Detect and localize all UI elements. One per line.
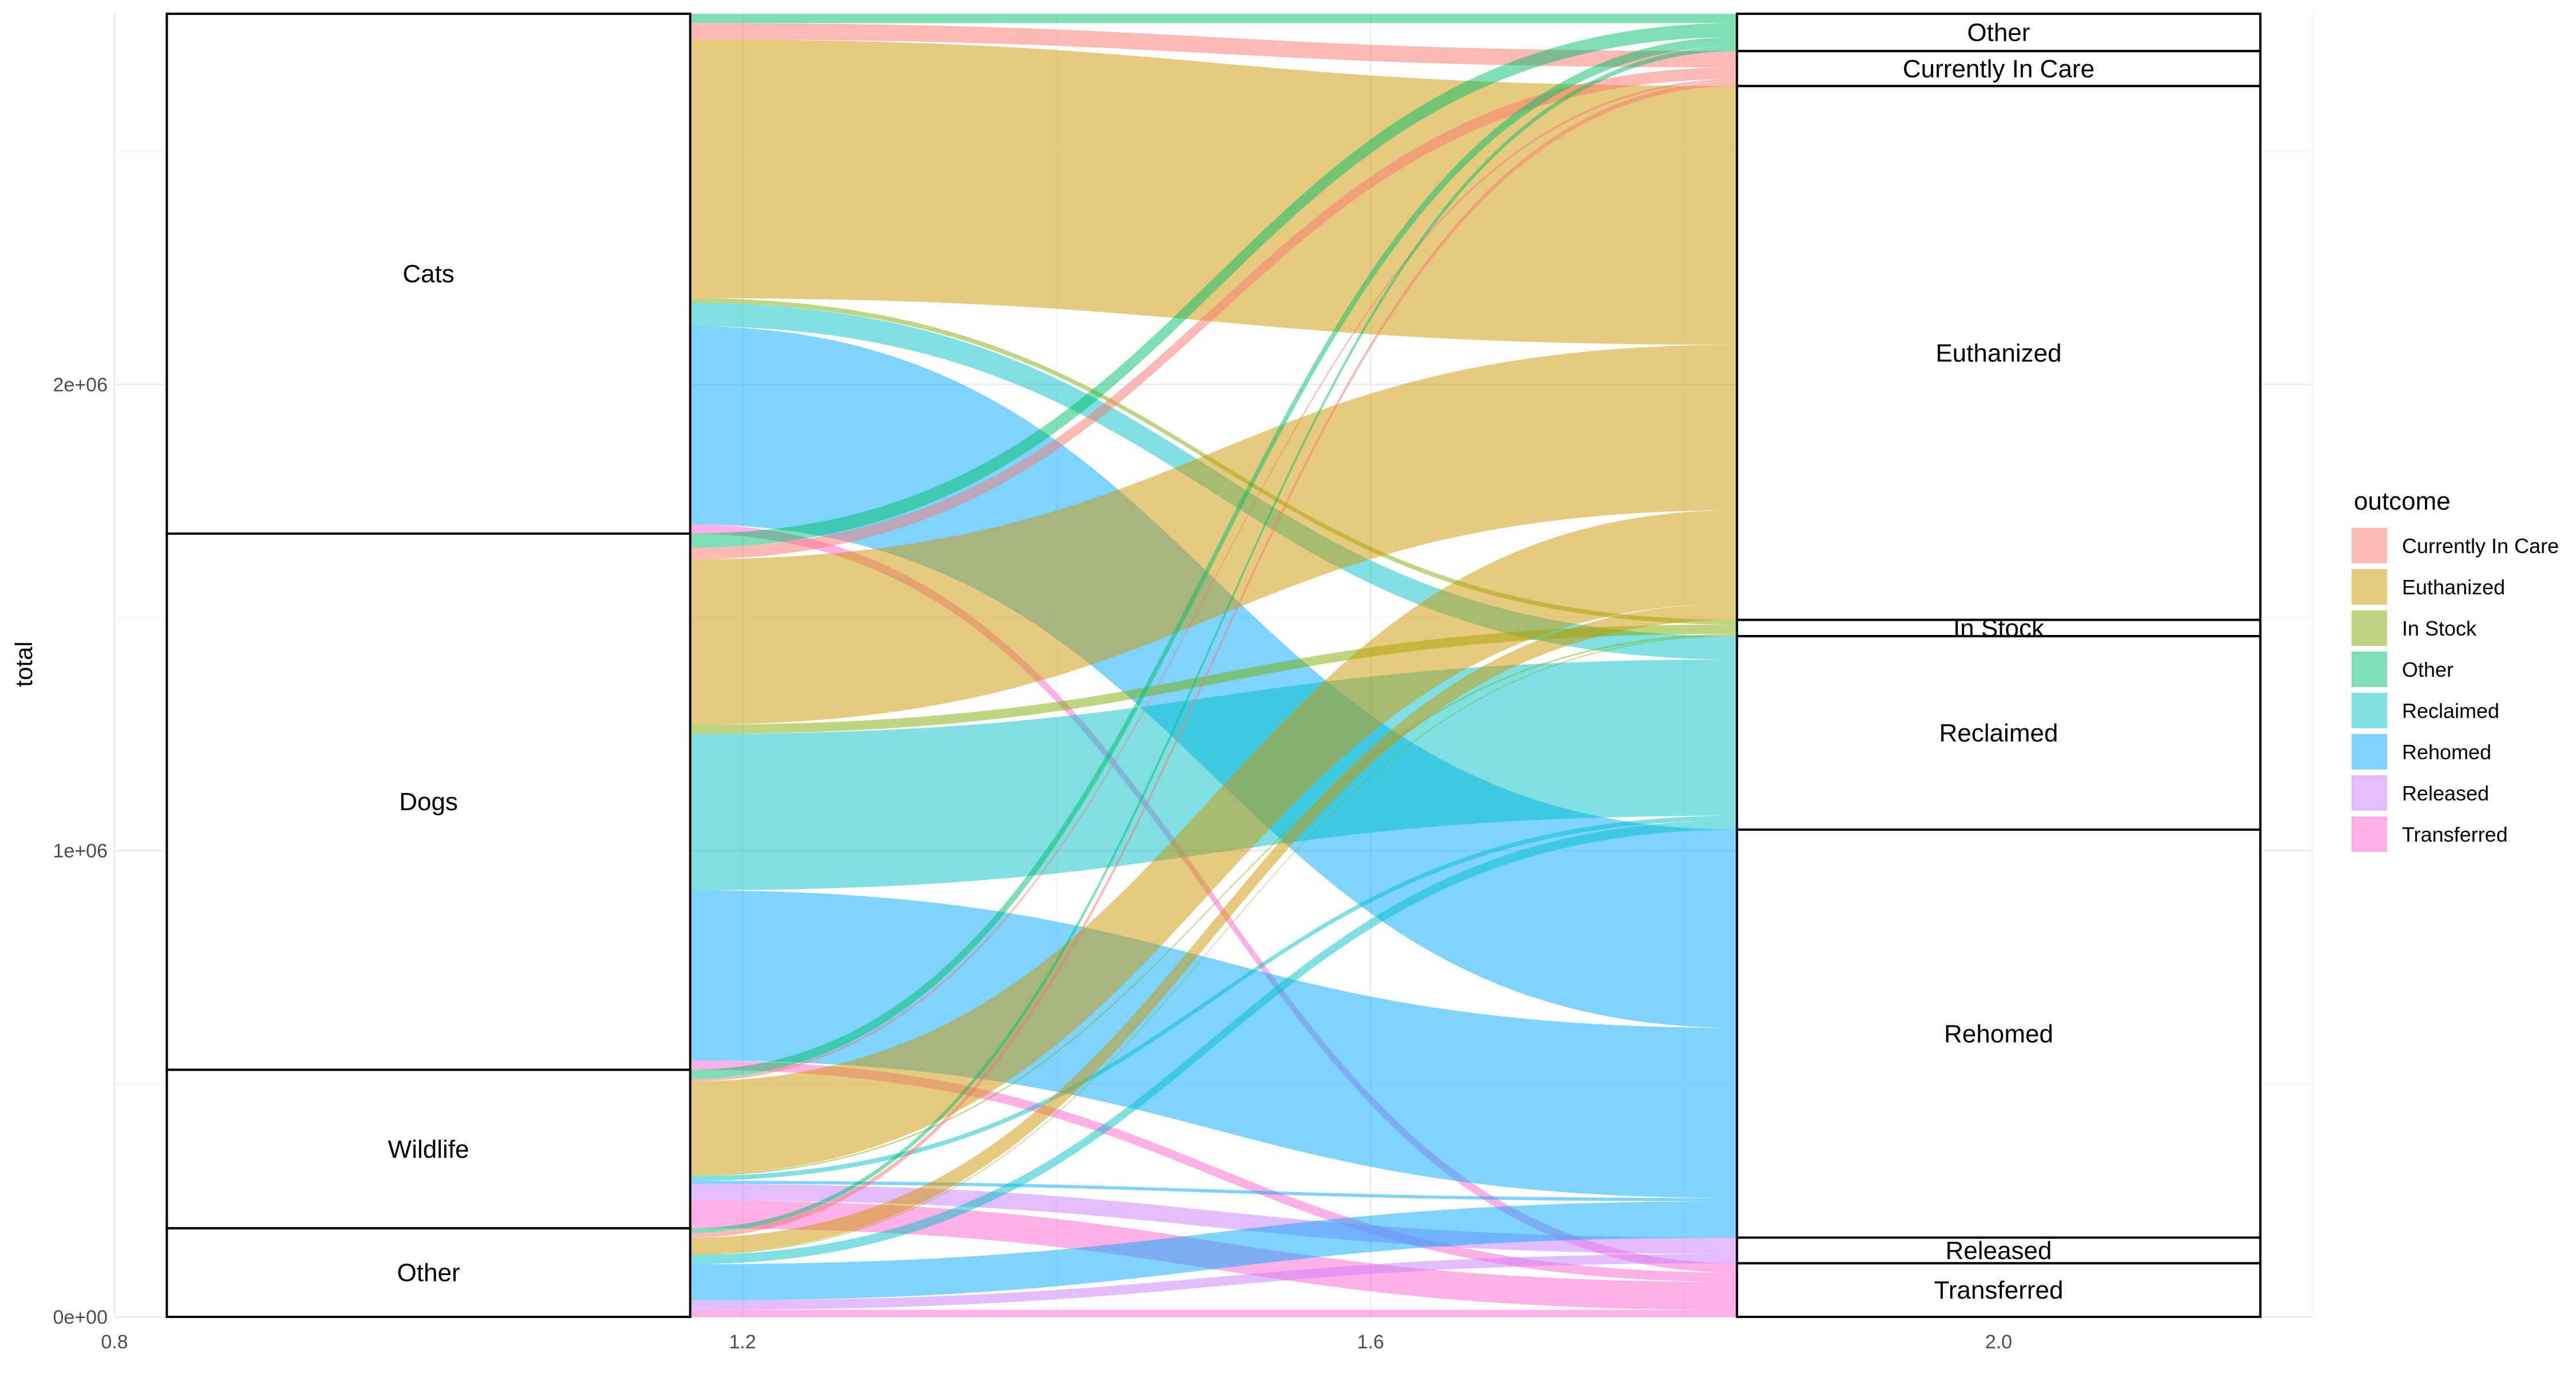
axis2-stratum-label: Reclaimed — [1939, 719, 2058, 747]
legend-label: Euthanized — [2402, 575, 2505, 599]
axis2-stratum-in-stock — [1736, 618, 2262, 638]
x-tick-label: 1.2 — [729, 1331, 756, 1353]
x-tick-label: 2.0 — [1985, 1331, 2012, 1353]
y-tick-label: 1e+06 — [53, 841, 108, 862]
flow-other-to-released — [690, 1254, 1737, 1310]
flow-other-to-in-stock — [690, 635, 1737, 1255]
legend-title: outcome — [2354, 487, 2451, 515]
axis2-stratum-euthanized — [1736, 85, 2262, 621]
axis1-stratum-wildlife — [165, 1068, 692, 1230]
axis2-stratum-label: Rehomed — [1944, 1020, 2053, 1048]
axis2-stratum-label: Transferred — [1934, 1276, 2064, 1304]
legend-key-currently-in-care — [2352, 528, 2387, 563]
y-tick-label: 0e+00 — [53, 1307, 108, 1328]
axis1-stratum-dogs — [165, 532, 692, 1071]
flow-cats-to-euthanized — [690, 39, 1737, 345]
flow-wildlife-to-rehomed — [690, 1181, 1737, 1202]
flow-wildlife-to-reclaimed — [690, 815, 1737, 1181]
flow-cats-to-other — [690, 14, 1737, 23]
y-tick-label: 2e+06 — [53, 374, 108, 396]
legend-key-other — [2352, 652, 2387, 687]
strata-layer: Cats Dogs Wildlife Other Other Currently In C… — [165, 13, 2262, 1319]
axis2-stratum-label: Currently In Care — [1903, 55, 2095, 83]
legend-label: Transferred — [2402, 823, 2508, 846]
legend-label: In Stock — [2402, 617, 2477, 640]
flow-dogs-to-reclaimed — [690, 659, 1737, 890]
flow-wildlife-to-currently-in-care — [690, 79, 1737, 1082]
flow-wildlife-to-euthanized — [690, 510, 1737, 1175]
flow-other-to-transferred — [690, 1309, 1737, 1317]
flow-layer — [690, 14, 1737, 1317]
flow-dogs-to-in-stock — [690, 624, 1737, 735]
legend-label: Released — [2402, 782, 2489, 805]
axis2-stratum-reclaimed — [1736, 635, 2262, 831]
flow-dogs-to-euthanized — [690, 345, 1737, 725]
legend-key-transferred — [2352, 816, 2387, 852]
axes-layer: 0.8 1.2 1.6 2.0 0e+00 1e+06 2e+06 total — [10, 374, 2012, 1353]
flow-wildlife-to-other — [690, 37, 1737, 1079]
legend-label: Reclaimed — [2402, 699, 2499, 723]
axis2-stratum-label: Released — [1945, 1237, 2052, 1265]
flow-other-to-euthanized — [690, 603, 1737, 1254]
axis2-stratum-label: Other — [1967, 19, 2030, 47]
axis2-stratum-label: Euthanized — [1935, 339, 2061, 367]
axis1-stratum-cats — [165, 13, 692, 535]
legend: outcome Currently In Care Euthanized In Sto… — [2352, 487, 2559, 852]
flow-other-to-rehomed — [690, 1201, 1737, 1301]
legend-key-reclaimed — [2352, 693, 2387, 728]
flow-other-to-currently-in-care — [690, 81, 1737, 1238]
axis1-stratum-label: Dogs — [399, 788, 458, 816]
legend-key-in-stock — [2352, 610, 2387, 646]
flow-dogs-to-currently-in-care — [690, 67, 1737, 559]
axis1-stratum-label: Cats — [402, 260, 454, 288]
flow-other-to-other — [690, 46, 1737, 1233]
legend-key-rehomed — [2352, 734, 2387, 770]
flow-dogs-to-other — [690, 23, 1737, 548]
flow-dogs-to-transferred — [690, 1060, 1737, 1282]
axis2-stratum-transferred — [1736, 1262, 2262, 1319]
axis2-stratum-rehomed — [1736, 828, 2262, 1239]
legend-label: Rehomed — [2402, 740, 2491, 764]
flow-cats-to-currently-in-care — [690, 23, 1737, 68]
x-tick-label: 1.6 — [1357, 1331, 1384, 1353]
y-axis-title: total — [10, 641, 37, 686]
legend-key-euthanized — [2352, 569, 2387, 605]
legend-label: Other — [2402, 658, 2453, 681]
legend-key-released — [2352, 775, 2387, 811]
legend-label: Currently In Care — [2402, 534, 2559, 558]
axis1-stratum-label: Other — [397, 1259, 460, 1287]
flow-cats-to-transferred — [690, 524, 1737, 1273]
axis1-stratum-label: Wildlife — [388, 1135, 469, 1163]
flow-other-to-reclaimed — [690, 820, 1737, 1264]
x-tick-label: 0.8 — [101, 1331, 128, 1353]
axis2-stratum-currently-in-care — [1736, 50, 2262, 88]
axis1-stratum-other — [165, 1227, 692, 1318]
flow-wildlife-to-in-stock — [690, 634, 1737, 1177]
